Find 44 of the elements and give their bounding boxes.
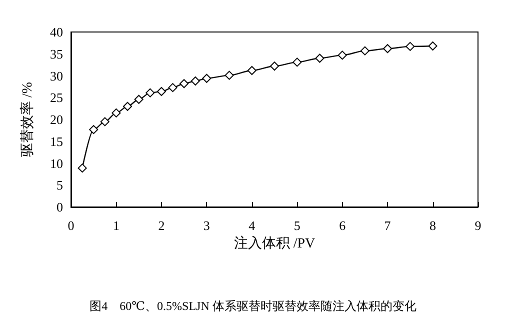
point [112, 108, 121, 118]
point [146, 88, 155, 98]
point [360, 46, 370, 56]
y-tick-label: 35 [50, 46, 63, 62]
x-tick-label: 2 [158, 218, 165, 233]
x-tick-label: 8 [430, 218, 436, 233]
point [168, 83, 178, 92]
point [134, 94, 144, 104]
point [123, 102, 132, 111]
y-tick-label: 15 [50, 134, 63, 149]
point [383, 44, 392, 54]
y-tick-label: 25 [50, 90, 63, 106]
x-axis-title: 注入体积 /PV [234, 236, 316, 252]
x-tick-label: 5 [294, 218, 300, 233]
point [338, 50, 347, 60]
y-tick-label: 0 [56, 200, 63, 214]
x-tick-label: 6 [339, 218, 346, 233]
point [428, 42, 438, 50]
y-axis-title: 驱替效率 /% [20, 82, 36, 158]
x-tick-label: 4 [248, 218, 256, 233]
point [156, 87, 166, 96]
y-tick-label: 5 [56, 178, 63, 193]
point [406, 42, 415, 51]
y-tick-label: 40 [50, 24, 63, 40]
point [89, 125, 98, 134]
point [270, 62, 279, 71]
point [292, 58, 302, 67]
x-tick-label: 7 [384, 218, 392, 233]
point [78, 164, 87, 173]
point [190, 76, 200, 86]
point [315, 54, 324, 63]
point [100, 117, 110, 126]
point [180, 79, 189, 88]
point [224, 70, 234, 80]
point [247, 66, 256, 75]
y-tick-label: 30 [50, 68, 63, 84]
x-tick-label: 3 [203, 218, 210, 233]
x-tick-label: 0 [68, 218, 74, 233]
x-tick-label: 9 [474, 218, 482, 233]
point [202, 74, 212, 83]
y-tick-label: 20 [50, 112, 63, 127]
x-tick-label: 1 [112, 218, 120, 233]
y-tick-label: 10 [50, 156, 63, 171]
caption: 图4 60℃、0.5%SLJN 体系驱替时驱替效率随注入体积的变化 [90, 299, 416, 313]
